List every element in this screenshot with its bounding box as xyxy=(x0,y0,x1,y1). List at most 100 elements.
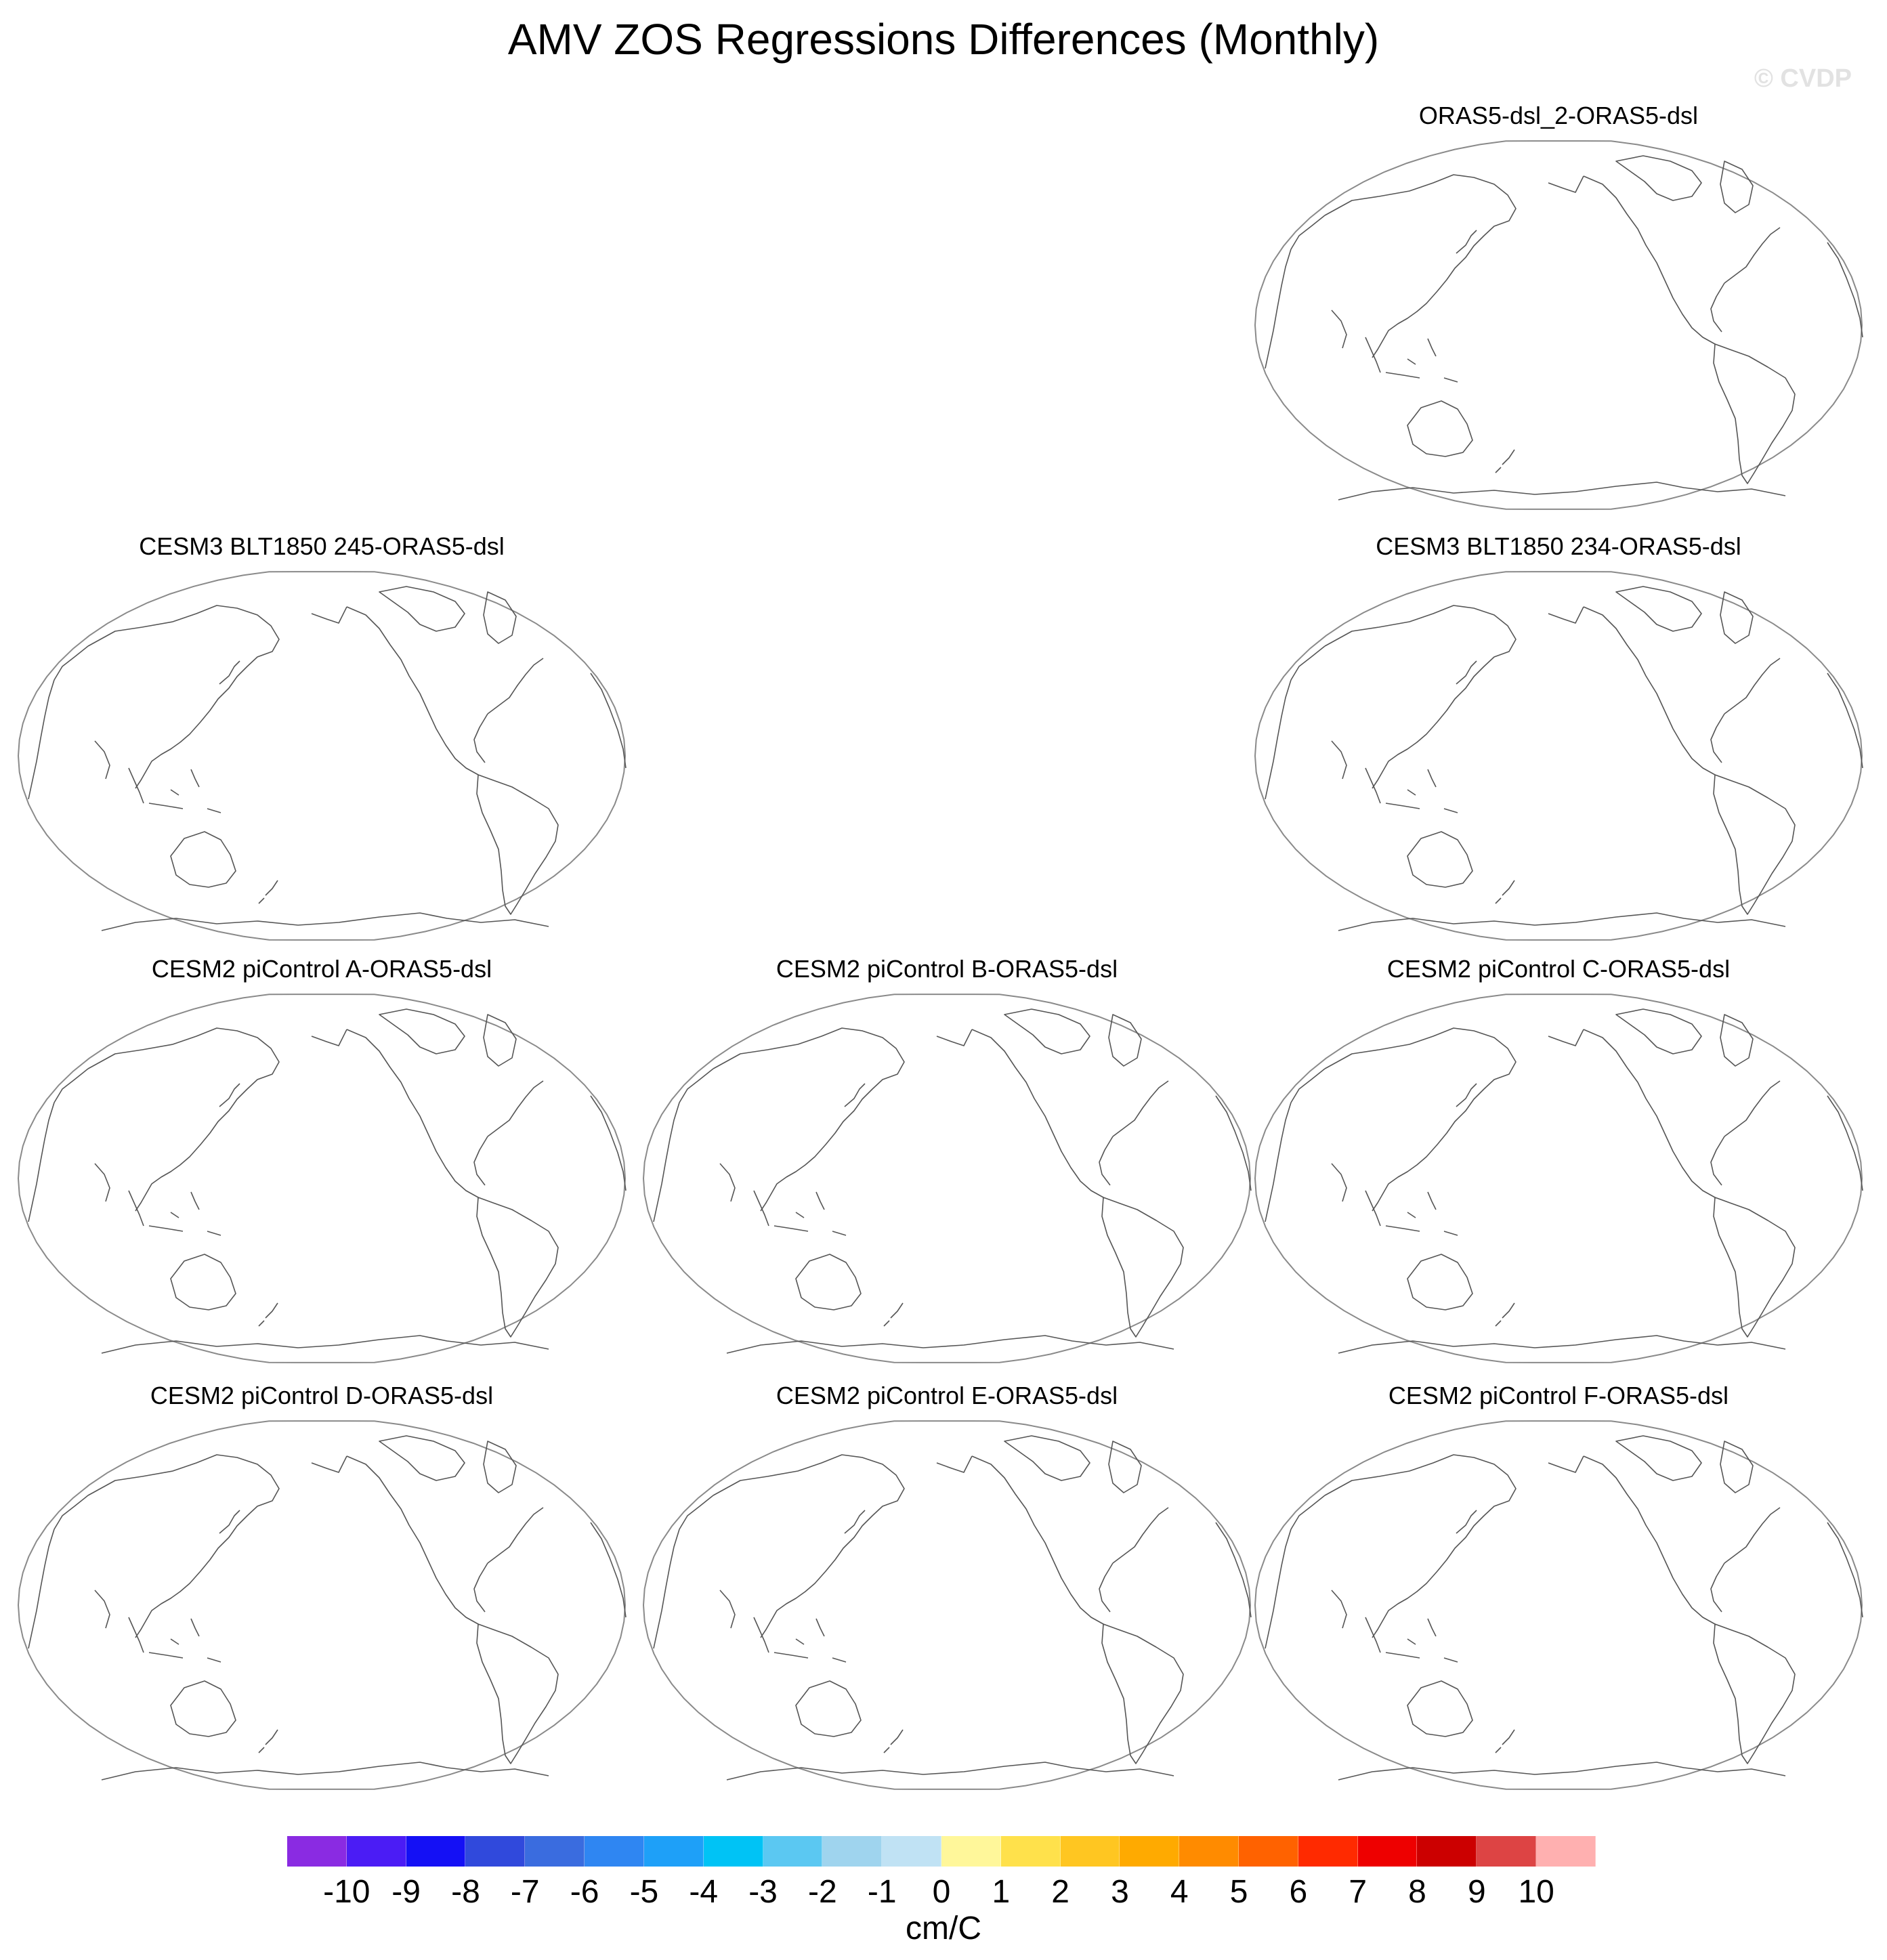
coastline xyxy=(1548,175,1584,193)
coastline xyxy=(170,1254,236,1311)
coastlines xyxy=(653,1435,1252,1781)
coastline xyxy=(1338,1335,1786,1354)
coastline xyxy=(653,1068,714,1222)
coastline xyxy=(101,1335,549,1354)
coastline xyxy=(1615,1008,1754,1067)
colorbar-tick-label: 8 xyxy=(1408,1874,1426,1910)
coastline xyxy=(101,912,549,931)
coastline xyxy=(590,1522,627,1618)
coastlines xyxy=(653,1008,1252,1354)
coastline xyxy=(28,645,89,800)
coastline xyxy=(1331,310,1381,373)
coastline xyxy=(1548,1029,1584,1046)
coastline xyxy=(94,1163,144,1227)
coastline xyxy=(219,1083,240,1107)
coastline xyxy=(936,1455,973,1473)
coastline xyxy=(590,673,627,769)
cvdp-watermark: © CVDP xyxy=(1754,64,1852,93)
coastlines xyxy=(28,586,627,931)
coastline xyxy=(346,606,479,775)
map-panel-orasdsl2: ORAS5-dsl_2-ORAS5-dsl xyxy=(1250,102,1867,521)
colorbar-tick-label: -3 xyxy=(748,1874,778,1910)
map-outline xyxy=(17,994,627,1363)
coastline xyxy=(713,1454,905,1638)
coastline xyxy=(1583,175,1716,345)
coastline xyxy=(726,1335,1174,1354)
coastline xyxy=(1338,482,1786,500)
colorbar-swatch xyxy=(941,1836,1001,1867)
coastline xyxy=(844,1510,866,1534)
colorbar-tick-label: 3 xyxy=(1111,1874,1129,1910)
coastline xyxy=(1385,1191,1458,1236)
panel-title: CESM2 piControl B-ORAS5-dsl xyxy=(776,955,1118,983)
coastline xyxy=(1215,1522,1252,1618)
colorbar-tick-label: 9 xyxy=(1468,1874,1486,1910)
coastline xyxy=(473,1080,544,1186)
coastline xyxy=(1583,1029,1716,1198)
coastline xyxy=(1385,338,1458,383)
colorbar-tick-label: 6 xyxy=(1289,1874,1308,1910)
colorbar-tick-label: 0 xyxy=(932,1874,951,1910)
coastline xyxy=(311,606,347,624)
map-panel-picd: CESM2 piControl D-ORAS5-dsl xyxy=(14,1382,630,1802)
coastline xyxy=(773,1618,847,1663)
colorbar-swatch xyxy=(643,1836,704,1867)
colorbar-swatch xyxy=(882,1836,941,1867)
colorbar-tick-label: 10 xyxy=(1518,1874,1554,1910)
coastline xyxy=(1827,1095,1863,1191)
coastline xyxy=(1331,1163,1381,1227)
coastline xyxy=(1456,1510,1477,1534)
map-panel-picf: CESM2 piControl F-ORAS5-dsl xyxy=(1250,1382,1867,1802)
coastline xyxy=(1338,912,1786,931)
world-map xyxy=(17,1420,627,1790)
coastline xyxy=(258,880,278,904)
panel-title: CESM2 piControl F-ORAS5-dsl xyxy=(1388,1382,1729,1409)
map-panel-pica: CESM2 piControl A-ORAS5-dsl xyxy=(14,955,630,1375)
coastline xyxy=(1548,606,1584,624)
coastline xyxy=(379,586,517,644)
colorbar-tick-label: -9 xyxy=(391,1874,421,1910)
world-map xyxy=(1254,571,1863,941)
map-outline xyxy=(17,1420,627,1790)
colorbar-tick-label: -8 xyxy=(451,1874,480,1910)
coastline xyxy=(476,1197,559,1338)
coastline xyxy=(1265,645,1326,800)
map-panel-picb: CESM2 piControl B-ORAS5-dsl xyxy=(639,955,1255,1375)
coastline xyxy=(590,1095,627,1191)
map-panel-pice: CESM2 piControl E-ORAS5-dsl xyxy=(639,1382,1255,1802)
colorbar-tick-label: -6 xyxy=(570,1874,599,1910)
coastline xyxy=(1407,400,1473,457)
colorbar-tick-label: 2 xyxy=(1051,1874,1069,1910)
coastline xyxy=(379,1008,517,1067)
coastline xyxy=(1456,230,1477,254)
panel-title: CESM2 piControl A-ORAS5-dsl xyxy=(151,955,492,983)
colorbar-tick-label: -7 xyxy=(510,1874,540,1910)
panel-title: CESM2 piControl D-ORAS5-dsl xyxy=(150,1382,494,1409)
colorbar-tick-label: 1 xyxy=(992,1874,1011,1910)
colorbar-tick-label: -5 xyxy=(629,1874,659,1910)
coastline xyxy=(773,1191,847,1236)
coastline xyxy=(713,1027,905,1212)
map-outline xyxy=(642,1420,1252,1790)
coastline xyxy=(379,1435,517,1493)
coastline xyxy=(653,1495,714,1649)
coastlines xyxy=(28,1008,627,1354)
coastline xyxy=(1099,1507,1169,1613)
panel-title: CESM2 piControl E-ORAS5-dsl xyxy=(776,1382,1118,1409)
coastline xyxy=(971,1455,1104,1625)
colorbar-swatch xyxy=(406,1836,466,1867)
colorbar-tick-label: 4 xyxy=(1170,1874,1189,1910)
coastline xyxy=(258,1302,278,1327)
colorbar-swatch xyxy=(1179,1836,1239,1867)
coastlines xyxy=(1265,155,1863,500)
coastline xyxy=(1827,1522,1863,1618)
coastline xyxy=(1265,1495,1326,1649)
coastline xyxy=(1324,1454,1517,1638)
map-outline xyxy=(1254,140,1863,510)
panel-title: CESM3 BLT1850 234-ORAS5-dsl xyxy=(1376,532,1741,560)
coastline xyxy=(1004,1008,1142,1067)
colorbar-swatch xyxy=(703,1836,763,1867)
colorbar-tick-label: 5 xyxy=(1229,1874,1248,1910)
coastline xyxy=(1338,1762,1786,1781)
coastline xyxy=(1215,1095,1252,1191)
